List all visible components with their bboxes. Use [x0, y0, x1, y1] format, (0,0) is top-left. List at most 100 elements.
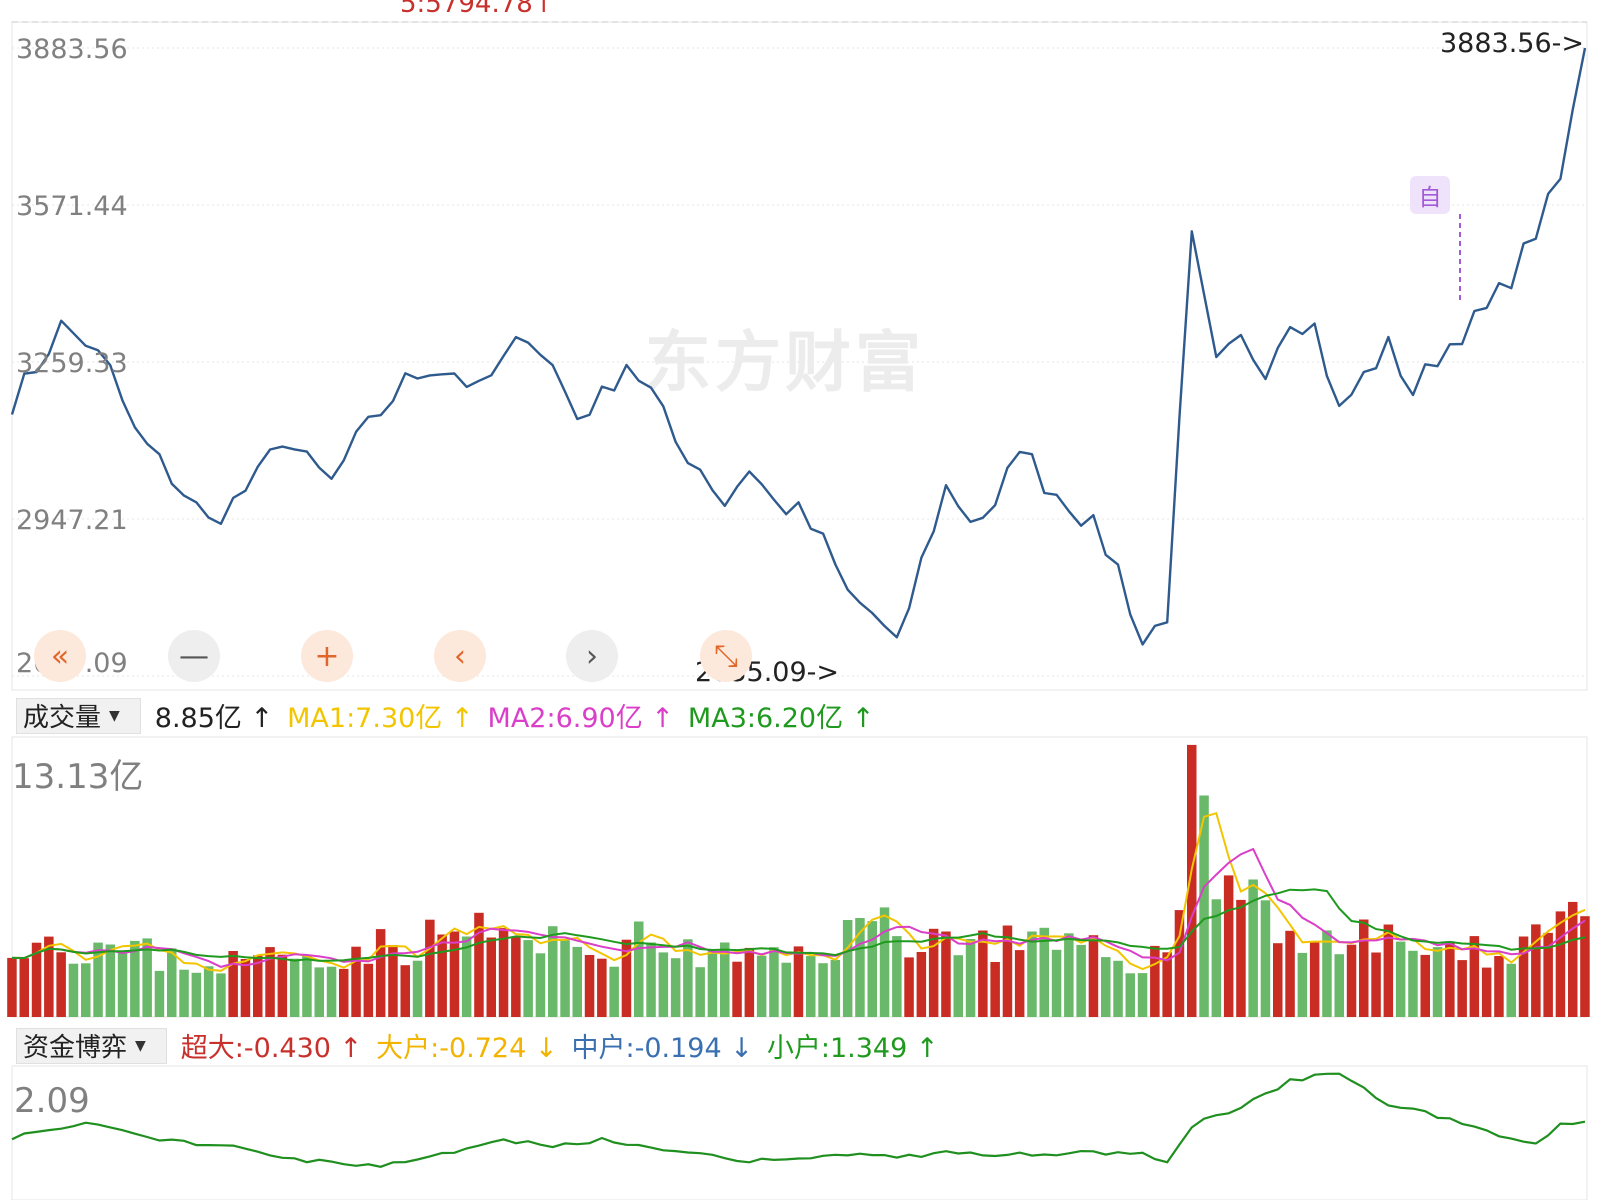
medium-legend: 中户:-0.194 ↓	[572, 1026, 753, 1065]
volume-bar	[1555, 911, 1566, 1017]
price-y-tick-label: 3571.44	[16, 191, 128, 222]
volume-bar	[597, 958, 607, 1017]
volume-bar	[1445, 941, 1455, 1017]
double-chevron-left-icon: «	[50, 638, 70, 674]
fund-indicator-selector[interactable]: 资金博弈 ▼	[16, 1027, 167, 1064]
volume-bar	[1346, 944, 1357, 1017]
volume-bar	[879, 907, 890, 1017]
volume-bar	[720, 942, 730, 1017]
volume-bar	[203, 966, 214, 1017]
volume-bar	[793, 946, 804, 1017]
volume-bar	[535, 953, 546, 1017]
volume-bar	[928, 928, 939, 1017]
volume-bar	[744, 947, 755, 1017]
volume-bar	[1187, 744, 1197, 1017]
volume-bar	[1494, 956, 1504, 1017]
volume-bar	[216, 973, 226, 1017]
volume-bar	[621, 939, 632, 1017]
zoom-in-button[interactable]: +	[301, 630, 353, 682]
volume-current-arrow: ↑	[250, 703, 274, 734]
volume-bar	[1199, 795, 1209, 1017]
volume-bar	[486, 937, 496, 1017]
prev-button[interactable]: ‹	[434, 630, 486, 682]
volume-bar	[1064, 933, 1074, 1017]
volume-bar	[1039, 927, 1049, 1017]
volume-bar	[130, 940, 140, 1017]
volume-indicator-name: 成交量	[23, 703, 102, 733]
ma1-arrow: ↑	[450, 703, 474, 734]
price-panel-frame	[11, 21, 1588, 691]
top-max-label: 5:5794.78↑	[400, 0, 555, 19]
fund-indicator-name: 资金博弈	[23, 1033, 128, 1063]
volume-bar	[1432, 947, 1443, 1017]
volume-bar	[1531, 924, 1541, 1017]
fund-line	[11, 1072, 1586, 1168]
small-legend: 小户:1.349 ↑	[767, 1026, 939, 1065]
next-button[interactable]: ›	[566, 630, 618, 682]
volume-bar	[707, 951, 718, 1017]
ma3-line	[11, 888, 1586, 962]
rewind-button[interactable]: «	[34, 630, 86, 682]
ma3-label: MA3:6.20亿	[687, 703, 844, 734]
volume-bar	[1027, 931, 1037, 1017]
fullscreen-button[interactable]: ⤡	[700, 630, 752, 682]
volume-bar	[117, 951, 128, 1017]
volume-bar	[916, 952, 927, 1017]
volume-bar	[1481, 967, 1492, 1017]
super-large-arrow: ↑	[339, 1033, 363, 1064]
volume-bar	[1543, 932, 1553, 1017]
volume-bar	[339, 968, 349, 1017]
volume-bar	[105, 944, 116, 1017]
minus-icon: —	[179, 638, 209, 674]
volume-indicator-selector[interactable]: 成交量 ▼	[16, 697, 141, 734]
volume-bars	[7, 744, 1590, 1017]
volume-bar	[277, 954, 288, 1017]
volume-bar	[1101, 957, 1111, 1017]
volume-bar	[953, 955, 963, 1017]
ma1-legend: MA1:7.30亿 ↑	[287, 696, 473, 735]
volume-bar	[498, 928, 509, 1017]
volume-bar	[437, 934, 447, 1017]
volume-bar	[1309, 941, 1320, 1017]
ma1-label: MA1:7.30亿	[287, 703, 443, 734]
ma3-legend: MA3:6.20亿 ↑	[688, 696, 874, 735]
volume-bar	[1580, 916, 1590, 1017]
volume-bar	[1395, 941, 1406, 1017]
volume-bar	[363, 963, 374, 1017]
volume-bar	[1125, 973, 1135, 1017]
volume-bar	[425, 919, 435, 1017]
volume-bar	[314, 967, 324, 1017]
ma2-arrow: ↑	[651, 703, 674, 734]
price-y-tick-label: 3259.33	[16, 348, 128, 379]
plus-icon: +	[314, 638, 340, 674]
volume-bar	[1223, 875, 1234, 1017]
volume-bar	[1383, 924, 1394, 1017]
ma3-arrow: ↑	[851, 703, 875, 734]
volume-bar	[142, 938, 152, 1017]
volume-bar	[351, 946, 361, 1017]
volume-bar	[1002, 925, 1013, 1017]
ma2-label: MA2:6.90亿	[487, 703, 643, 734]
volume-bar	[855, 918, 865, 1017]
volume-bar	[1457, 960, 1467, 1017]
volume-bar	[449, 931, 460, 1017]
dropdown-triangle-icon: ▼	[109, 707, 120, 724]
volume-bar	[31, 942, 42, 1017]
volume-bar	[1174, 910, 1185, 1017]
ma2-legend: MA2:6.90亿 ↑	[488, 696, 674, 735]
max-marker-label: 3883.56->	[1440, 28, 1584, 59]
volume-bar	[167, 948, 177, 1017]
volume-bar	[253, 955, 263, 1017]
volume-bar	[1469, 936, 1480, 1017]
volume-bar	[1113, 960, 1123, 1017]
volume-bar	[19, 958, 29, 1017]
volume-bar	[1285, 930, 1295, 1017]
volume-bar	[511, 936, 521, 1017]
volume-bar	[1568, 901, 1578, 1017]
volume-bar	[412, 960, 423, 1017]
auto-badge[interactable]: 自	[1410, 176, 1450, 214]
fund-panel-frame	[11, 1065, 1588, 1200]
volume-bar	[1162, 952, 1172, 1017]
zoom-out-button[interactable]: —	[168, 630, 220, 682]
super-large-label: 超大:-0.430	[180, 1033, 331, 1064]
